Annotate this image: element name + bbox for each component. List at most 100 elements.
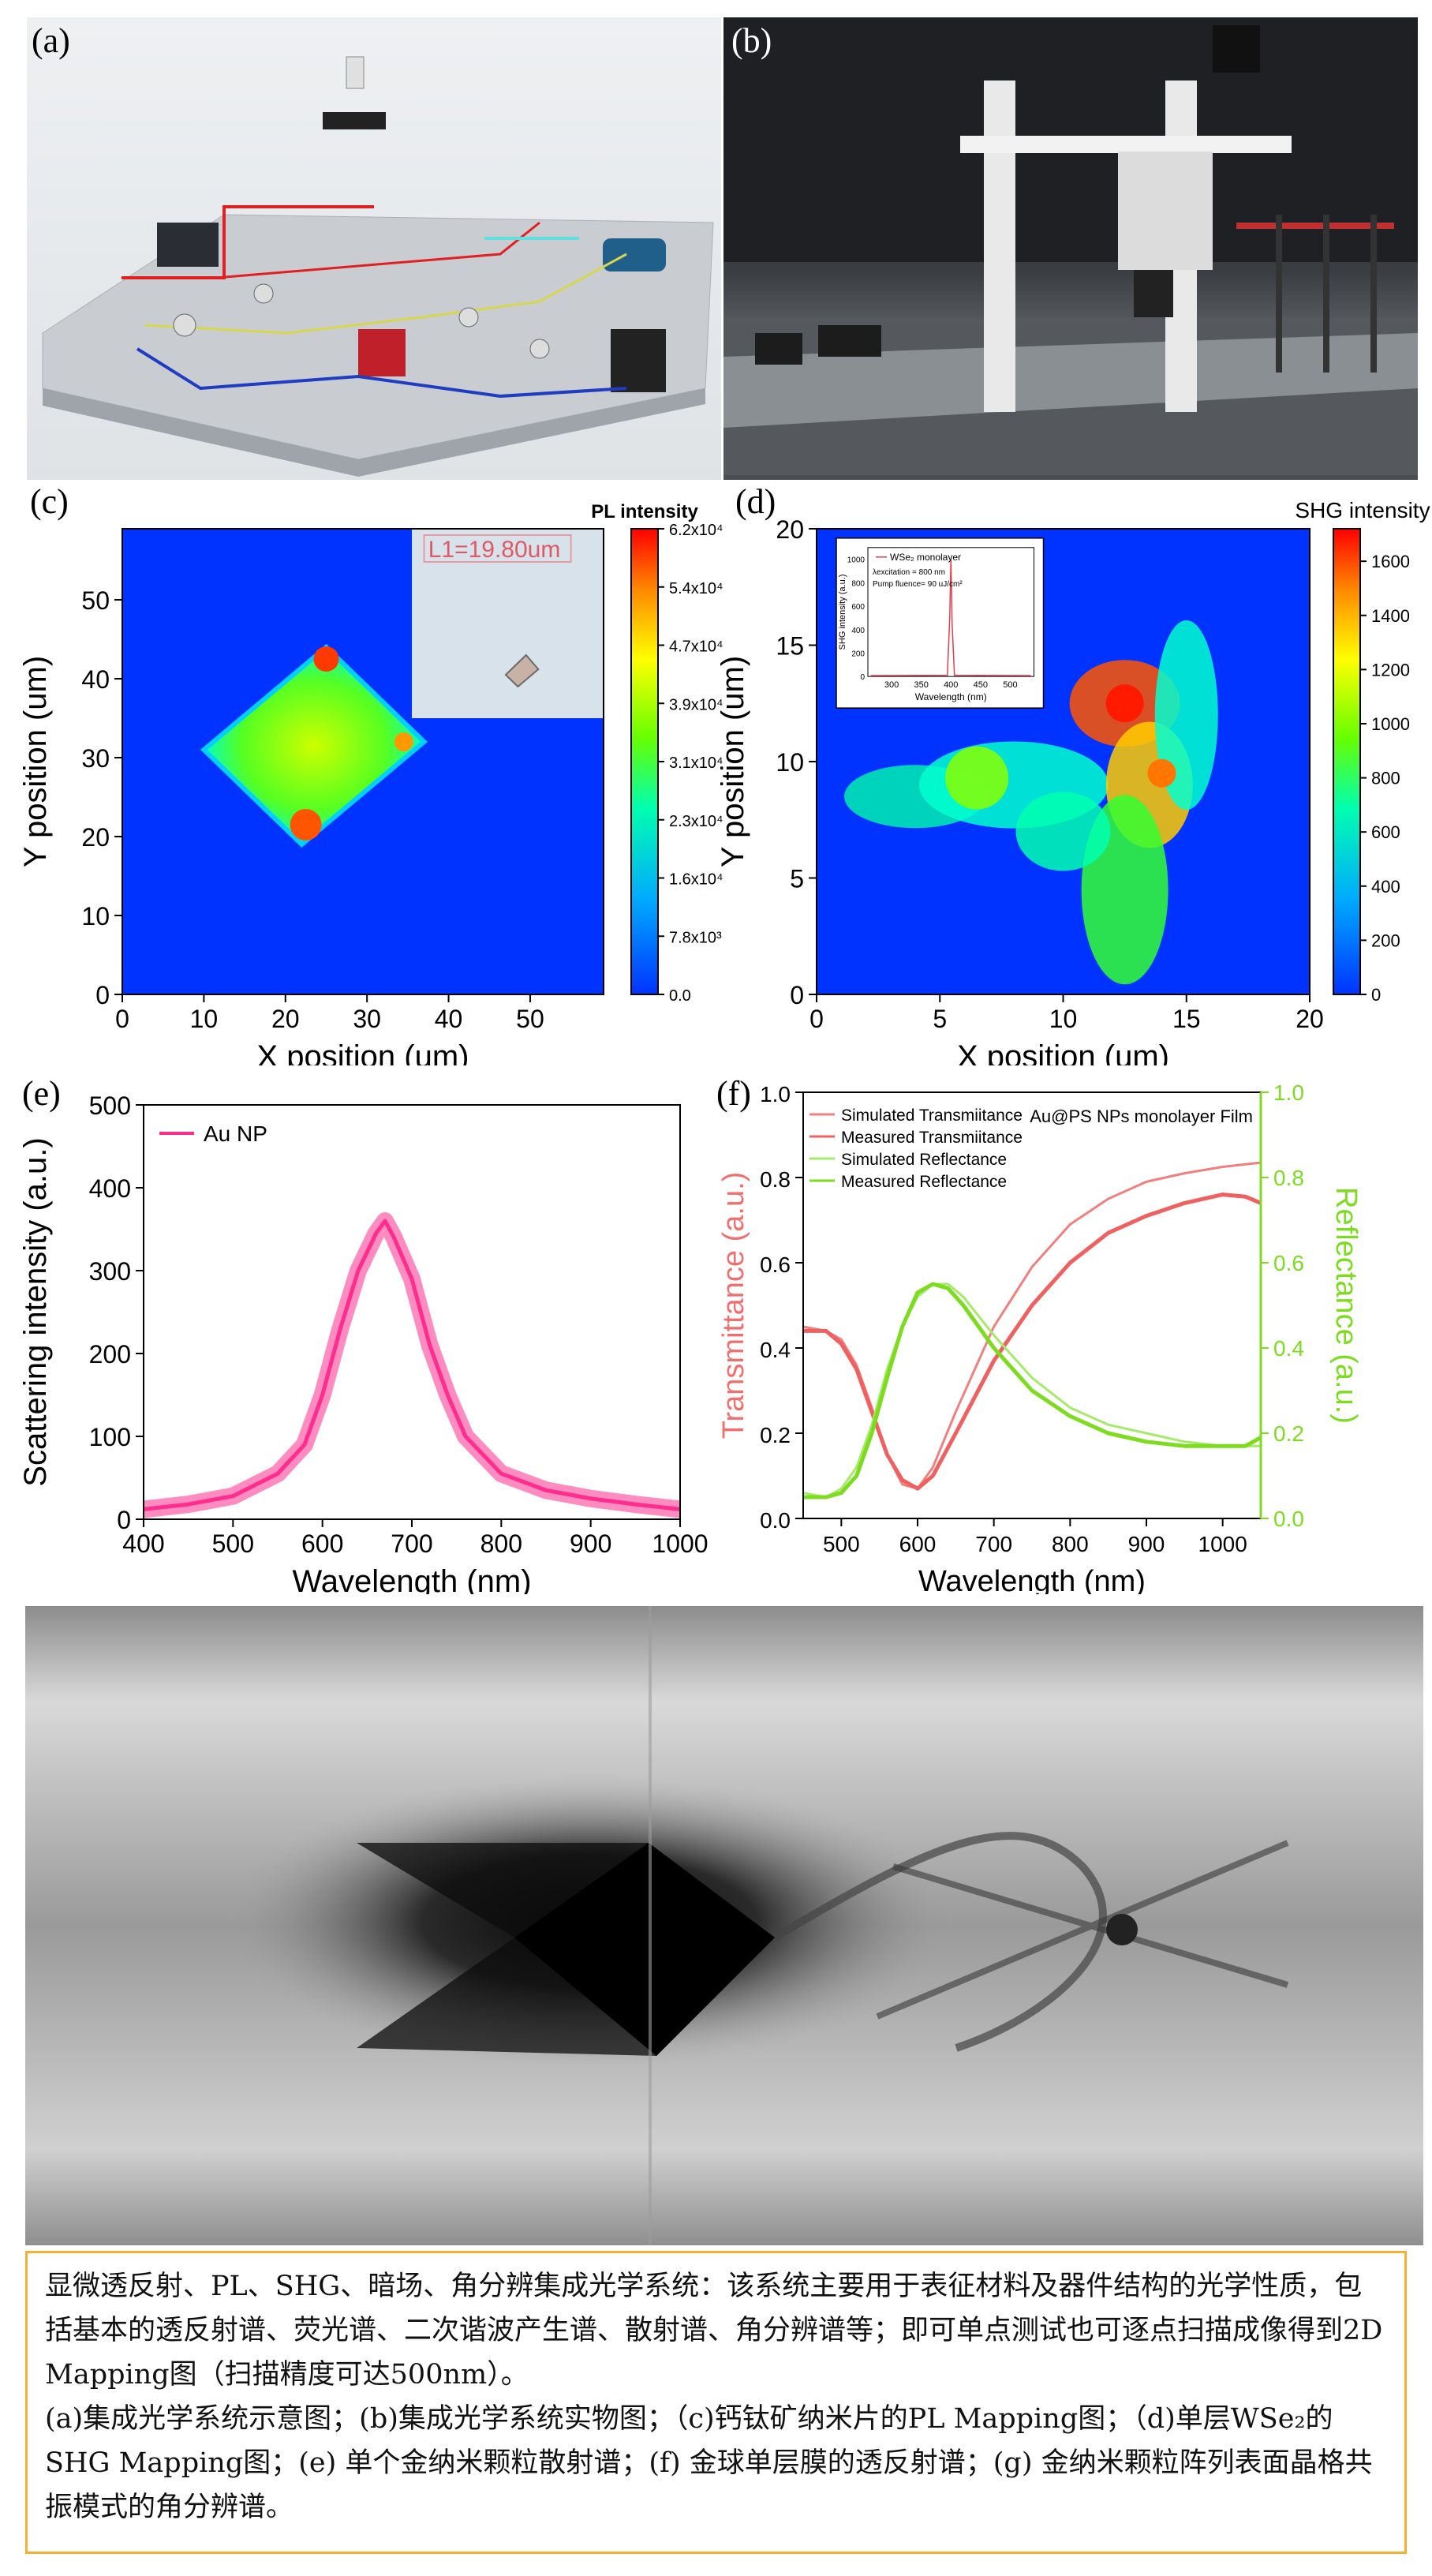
x-tick-label: 700 <box>391 1530 432 1558</box>
y-tick-label: 0 <box>95 981 110 1009</box>
legend-entry: Simulated Transmiitance <box>841 1106 1023 1125</box>
x-tick-label: 900 <box>570 1530 611 1558</box>
x-tick-label: 900 <box>1128 1532 1165 1556</box>
y-tick-label: 0.6 <box>760 1252 791 1277</box>
colorbar-tick-label: 600 <box>1371 822 1400 842</box>
y2-tick-label: 0.2 <box>1273 1421 1304 1446</box>
inset-y-tick-label: 400 <box>851 627 865 635</box>
colorbar-tick-label: 2.3x10⁴ <box>669 813 723 830</box>
x-tick-label: 500 <box>823 1532 860 1556</box>
legend-entry: Measured Transmiitance <box>841 1129 1023 1147</box>
inset-y-tick-label: 1000 <box>847 556 866 565</box>
colorbar-tick-label: 4.7x10⁴ <box>669 638 723 656</box>
x-tick-label: 30 <box>353 1005 381 1033</box>
inset-x-tick-label: 300 <box>884 680 899 690</box>
y-axis-label: Scattering intensity (a.u.) <box>18 1137 53 1486</box>
y2-tick-label: 0.8 <box>1273 1166 1304 1190</box>
legend-entry: Measured Reflectance <box>841 1173 1007 1191</box>
x-tick-label: 400 <box>122 1530 164 1558</box>
y-tick-label: 15 <box>776 632 804 661</box>
inset-frame <box>867 547 1034 677</box>
inset-x-label: Wavelength (nm) <box>915 691 987 702</box>
inset-spectrum <box>836 537 1045 709</box>
colorbar-tick-label: 1200 <box>1371 660 1410 680</box>
colorbar-tick-label: 1000 <box>1371 714 1410 734</box>
colorbar <box>630 528 659 995</box>
x-axis-label: X position (um) <box>957 1039 1169 1065</box>
y-axis-label: Y position (um) <box>18 656 53 867</box>
panel-b-photo: (b) <box>723 17 1418 480</box>
scale-label: L1=19.80um <box>428 537 561 563</box>
inset-x-tick-label: 500 <box>1003 680 1017 690</box>
x-tick-label: 50 <box>516 1005 544 1033</box>
x-tick-label: 10 <box>190 1005 219 1033</box>
y-tick-label: 40 <box>81 665 110 694</box>
y-tick-label: 200 <box>89 1340 131 1368</box>
hotspot <box>313 646 339 672</box>
series-line-3 <box>803 1282 1262 1500</box>
y2-tick-label: 1.0 <box>1273 1080 1304 1105</box>
inset-note: Pump fluence= 90 uJ/cm² <box>873 580 963 589</box>
colorbar-tick-label: 7.8x10³ <box>669 929 722 946</box>
colorbar <box>1333 528 1361 995</box>
panel-d-label: (d) <box>735 482 776 521</box>
y-axis-label: Transmittance (a.u.) <box>717 1172 750 1440</box>
y-tick-label: 400 <box>89 1174 131 1203</box>
colorbar-title: SHG intensity <box>1295 498 1430 522</box>
y-tick-label: 0 <box>117 1506 131 1534</box>
y-tick-label: 0.0 <box>760 1508 791 1533</box>
y-tick-label: 500 <box>89 1091 131 1120</box>
panel-g-angle-resolved-image <box>25 1606 1423 2245</box>
x-axis-label: Wavelength (nm) <box>918 1565 1146 1594</box>
hotspot <box>1105 684 1144 723</box>
figure-caption: 显微透反射、PL、SHG、暗场、角分辨集成光学系统：该系统主要用于表征材料及器件… <box>25 2251 1407 2554</box>
y-tick-label: 0.8 <box>760 1167 791 1192</box>
y-tick-label: 30 <box>81 744 110 773</box>
inset-x-tick-label: 350 <box>914 680 928 690</box>
y-tick-label: 5 <box>790 865 804 893</box>
colorbar-tick-label: 1400 <box>1371 606 1410 626</box>
inset-legend: WSe₂ monolayer <box>890 552 961 563</box>
heatmap-region <box>1015 792 1111 871</box>
inset-note: λexcitation = 800 nm <box>873 568 945 577</box>
colorbar-tick-label: 200 <box>1371 930 1400 950</box>
y2-tick-label: 0.0 <box>1273 1507 1304 1531</box>
colorbar-tick-label: 400 <box>1371 877 1400 897</box>
colorbar-tick-label: 3.9x10⁴ <box>669 696 723 713</box>
y2-tick-label: 0.6 <box>1273 1251 1304 1275</box>
inset-x-tick-label: 400 <box>944 680 958 690</box>
panel-f: (f) 500 600 700 800 900 1000 0.0 0.2 0.4 0.6 0.8 1.… <box>710 1073 1432 1598</box>
panel-e: (e) 400 500 600 700 800 900 1000 0 100 200 300 400 5… <box>0 1073 718 1599</box>
colorbar-tick-label: 6.2x10⁴ <box>669 522 723 539</box>
inset-y-tick-label: 0 <box>860 673 865 682</box>
colorbar-title: PL intensity <box>591 501 698 522</box>
panel-b-label: (b) <box>731 21 772 60</box>
inset-peak-line <box>870 559 1031 676</box>
y2-axis-label: Reflectance (a.u.) <box>1329 1187 1363 1424</box>
y2-tick-label: 0.4 <box>1273 1336 1304 1361</box>
panel-a-schematic: (a) <box>27 17 721 480</box>
x-tick-label: 1000 <box>1198 1532 1247 1556</box>
x-tick-label: 700 <box>975 1532 1012 1556</box>
colorbar-tick-label: 0.0 <box>669 987 691 1005</box>
y-tick-label: 1.0 <box>760 1082 791 1106</box>
x-tick-label: 600 <box>301 1530 343 1558</box>
x-tick-label: 800 <box>480 1530 522 1558</box>
panel-f-label: (f) <box>716 1074 751 1113</box>
y-axis-label: Y position (um) <box>716 656 750 867</box>
series-line-0 <box>802 1161 1262 1490</box>
pl-flake <box>200 643 428 848</box>
panel-c: (c) L1=19.80um 0 10 20 30 40 50 0 10 20 30 40 50 X po… <box>0 481 742 1074</box>
y-tick-label: 0 <box>790 981 804 1009</box>
x-axis-label: Wavelength (nm) <box>292 1564 531 1594</box>
plot-frame <box>122 528 604 995</box>
x-tick-label: 20 <box>271 1005 300 1033</box>
colorbar-tick-label: 1.6x10⁴ <box>669 871 723 889</box>
chart-title: Au@PS NPs monolayer Film <box>1030 1106 1253 1126</box>
y-tick-label: 50 <box>81 586 110 615</box>
flake-micrograph <box>504 653 540 688</box>
x-tick-label: 800 <box>1052 1532 1089 1556</box>
x-tick-label: 600 <box>899 1532 937 1556</box>
inset-y-tick-label: 200 <box>851 650 865 658</box>
inset-x-tick-label: 450 <box>974 680 988 690</box>
